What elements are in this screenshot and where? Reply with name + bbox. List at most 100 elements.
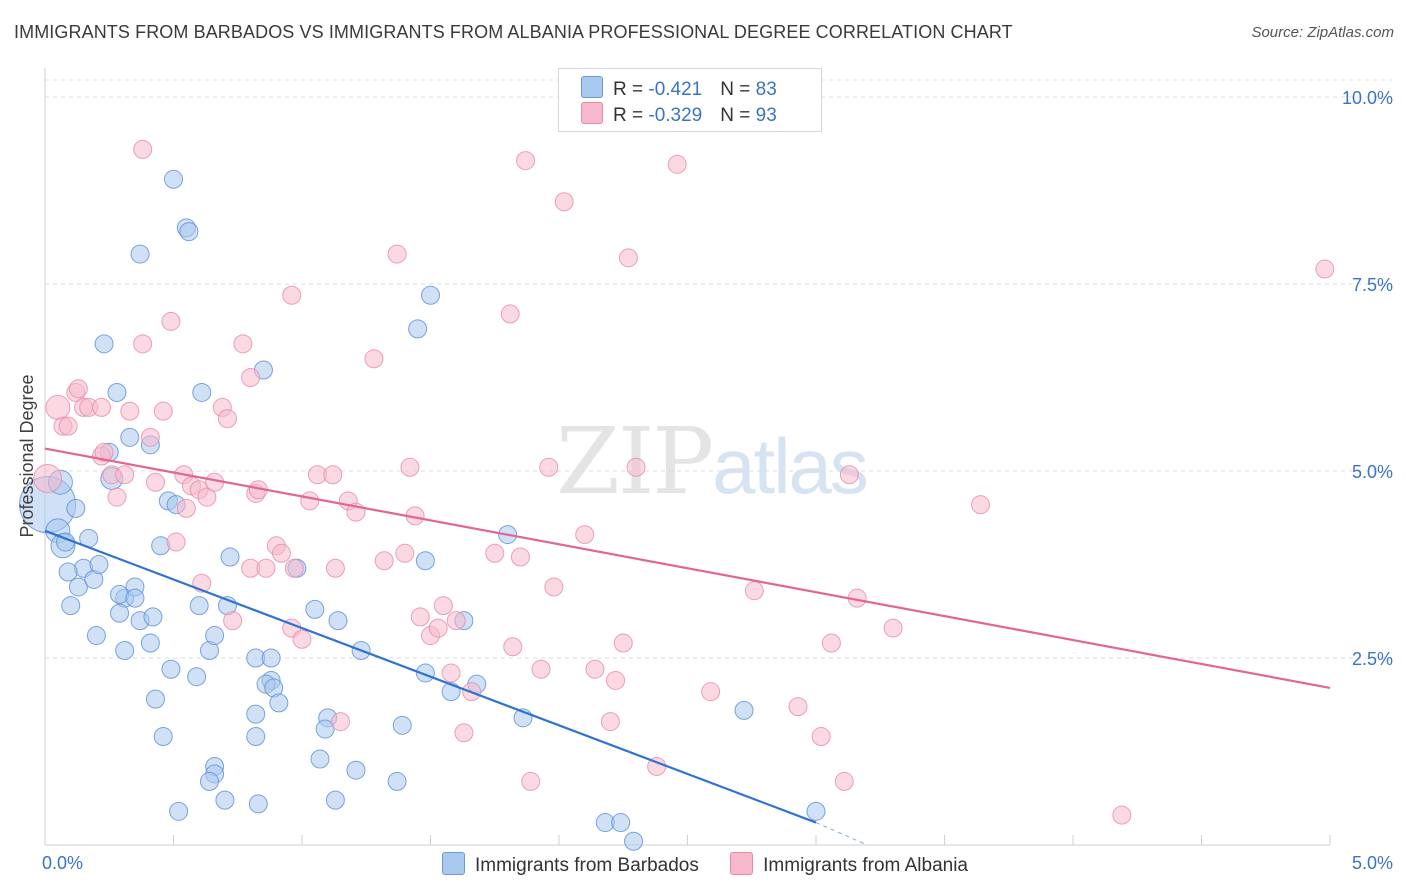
series-albania: [33, 139, 1335, 825]
data-point: [428, 618, 448, 638]
data-point: [554, 192, 574, 212]
data-point: [544, 577, 564, 597]
data-point: [305, 599, 325, 619]
data-point: [806, 801, 826, 821]
data-point: [618, 248, 638, 268]
data-point: [164, 169, 183, 189]
data-point: [197, 487, 217, 507]
data-point: [521, 771, 541, 791]
trend-extension: [815, 822, 868, 846]
data-point: [613, 633, 633, 653]
data-point: [86, 626, 106, 646]
data-point: [94, 442, 114, 462]
data-point: [415, 551, 435, 571]
data-point: [346, 760, 366, 780]
data-point: [133, 139, 153, 159]
data-point: [400, 457, 420, 477]
data-point: [788, 697, 808, 717]
legend-r-label: R =: [613, 79, 649, 100]
data-point: [241, 368, 261, 387]
data-point: [585, 659, 605, 679]
data-point: [130, 244, 150, 264]
y-tick-label: 5.0%: [1352, 462, 1393, 482]
data-point: [94, 334, 114, 354]
data-point: [115, 641, 135, 661]
legend-label-barbados: Immigrants from Barbados: [475, 855, 699, 876]
data-point: [323, 465, 343, 485]
data-point: [120, 401, 140, 421]
data-point: [325, 790, 345, 810]
data-point: [223, 611, 243, 631]
y-tick-label: 10.0%: [1342, 88, 1393, 108]
data-point: [387, 771, 407, 791]
data-point: [325, 558, 345, 578]
data-point: [107, 382, 127, 402]
data-point: [611, 813, 631, 833]
data-point: [364, 349, 384, 369]
legend-swatch-barbados: [581, 76, 603, 98]
data-point: [161, 659, 181, 679]
trend-line-albania: [44, 447, 1331, 690]
source-label: Source: ZipAtlas.com: [1251, 24, 1394, 41]
data-point: [667, 154, 687, 174]
data-point: [503, 637, 523, 657]
data-point: [744, 581, 764, 601]
data-point: [811, 727, 831, 747]
tick-labels: 2.5% 5.0% 7.5% 10.0% 0.0% 5.0%: [42, 88, 1393, 873]
x-tick-label: 5.0%: [1352, 853, 1393, 873]
legend-r-value: -0.329: [648, 105, 703, 126]
data-point: [454, 723, 474, 743]
data-point: [1315, 259, 1335, 279]
data-point: [58, 562, 78, 582]
data-point: [624, 831, 644, 851]
data-point: [89, 555, 109, 574]
data-point: [315, 719, 335, 739]
data-point: [92, 397, 112, 417]
correlation-legend: R = -0.421 N = 83 R = -0.329 N = 93: [558, 68, 822, 132]
trend-lines: [44, 447, 1331, 846]
data-point: [970, 495, 990, 515]
data-point: [421, 285, 440, 305]
data-point: [1112, 805, 1132, 825]
data-point: [446, 611, 466, 631]
data-point: [61, 596, 81, 616]
data-point: [146, 472, 166, 492]
watermark: ZIPatlas: [556, 408, 869, 515]
series-legend: Immigrants from Barbados Immigrants from…: [442, 852, 994, 877]
data-point: [140, 633, 160, 653]
data-point: [217, 409, 237, 429]
data-point: [300, 491, 320, 511]
data-point: [408, 319, 428, 339]
data-point: [115, 465, 135, 485]
watermark-atlas: atlas: [712, 422, 869, 510]
legend-item-albania[interactable]: Immigrants from Albania: [730, 852, 968, 877]
data-point: [166, 532, 186, 552]
data-point: [328, 611, 348, 631]
data-point: [153, 727, 173, 747]
data-point: [395, 543, 415, 563]
data-point: [66, 498, 86, 518]
legend-r-value: -0.421: [648, 79, 703, 100]
data-point: [883, 618, 903, 638]
data-point: [110, 603, 130, 623]
legend-swatch-barbados: [442, 852, 465, 875]
data-point: [539, 457, 559, 477]
data-point: [510, 547, 530, 567]
data-point: [248, 794, 268, 814]
data-point: [600, 712, 620, 732]
legend-item-barbados[interactable]: Immigrants from Barbados: [442, 852, 699, 877]
data-point: [169, 801, 189, 821]
legend-swatch-albania: [730, 852, 754, 875]
data-point: [256, 558, 276, 578]
data-point: [125, 588, 145, 608]
legend-label-albania: Immigrants from Albania: [763, 855, 968, 876]
data-point: [269, 693, 289, 713]
data-point: [410, 607, 430, 627]
data-point: [374, 551, 394, 571]
data-point: [133, 334, 153, 354]
y-tick-label: 2.5%: [1352, 649, 1393, 669]
series-barbados: [19, 169, 826, 851]
data-point: [220, 547, 240, 567]
y-axis-label: Professional Degree: [17, 374, 37, 537]
